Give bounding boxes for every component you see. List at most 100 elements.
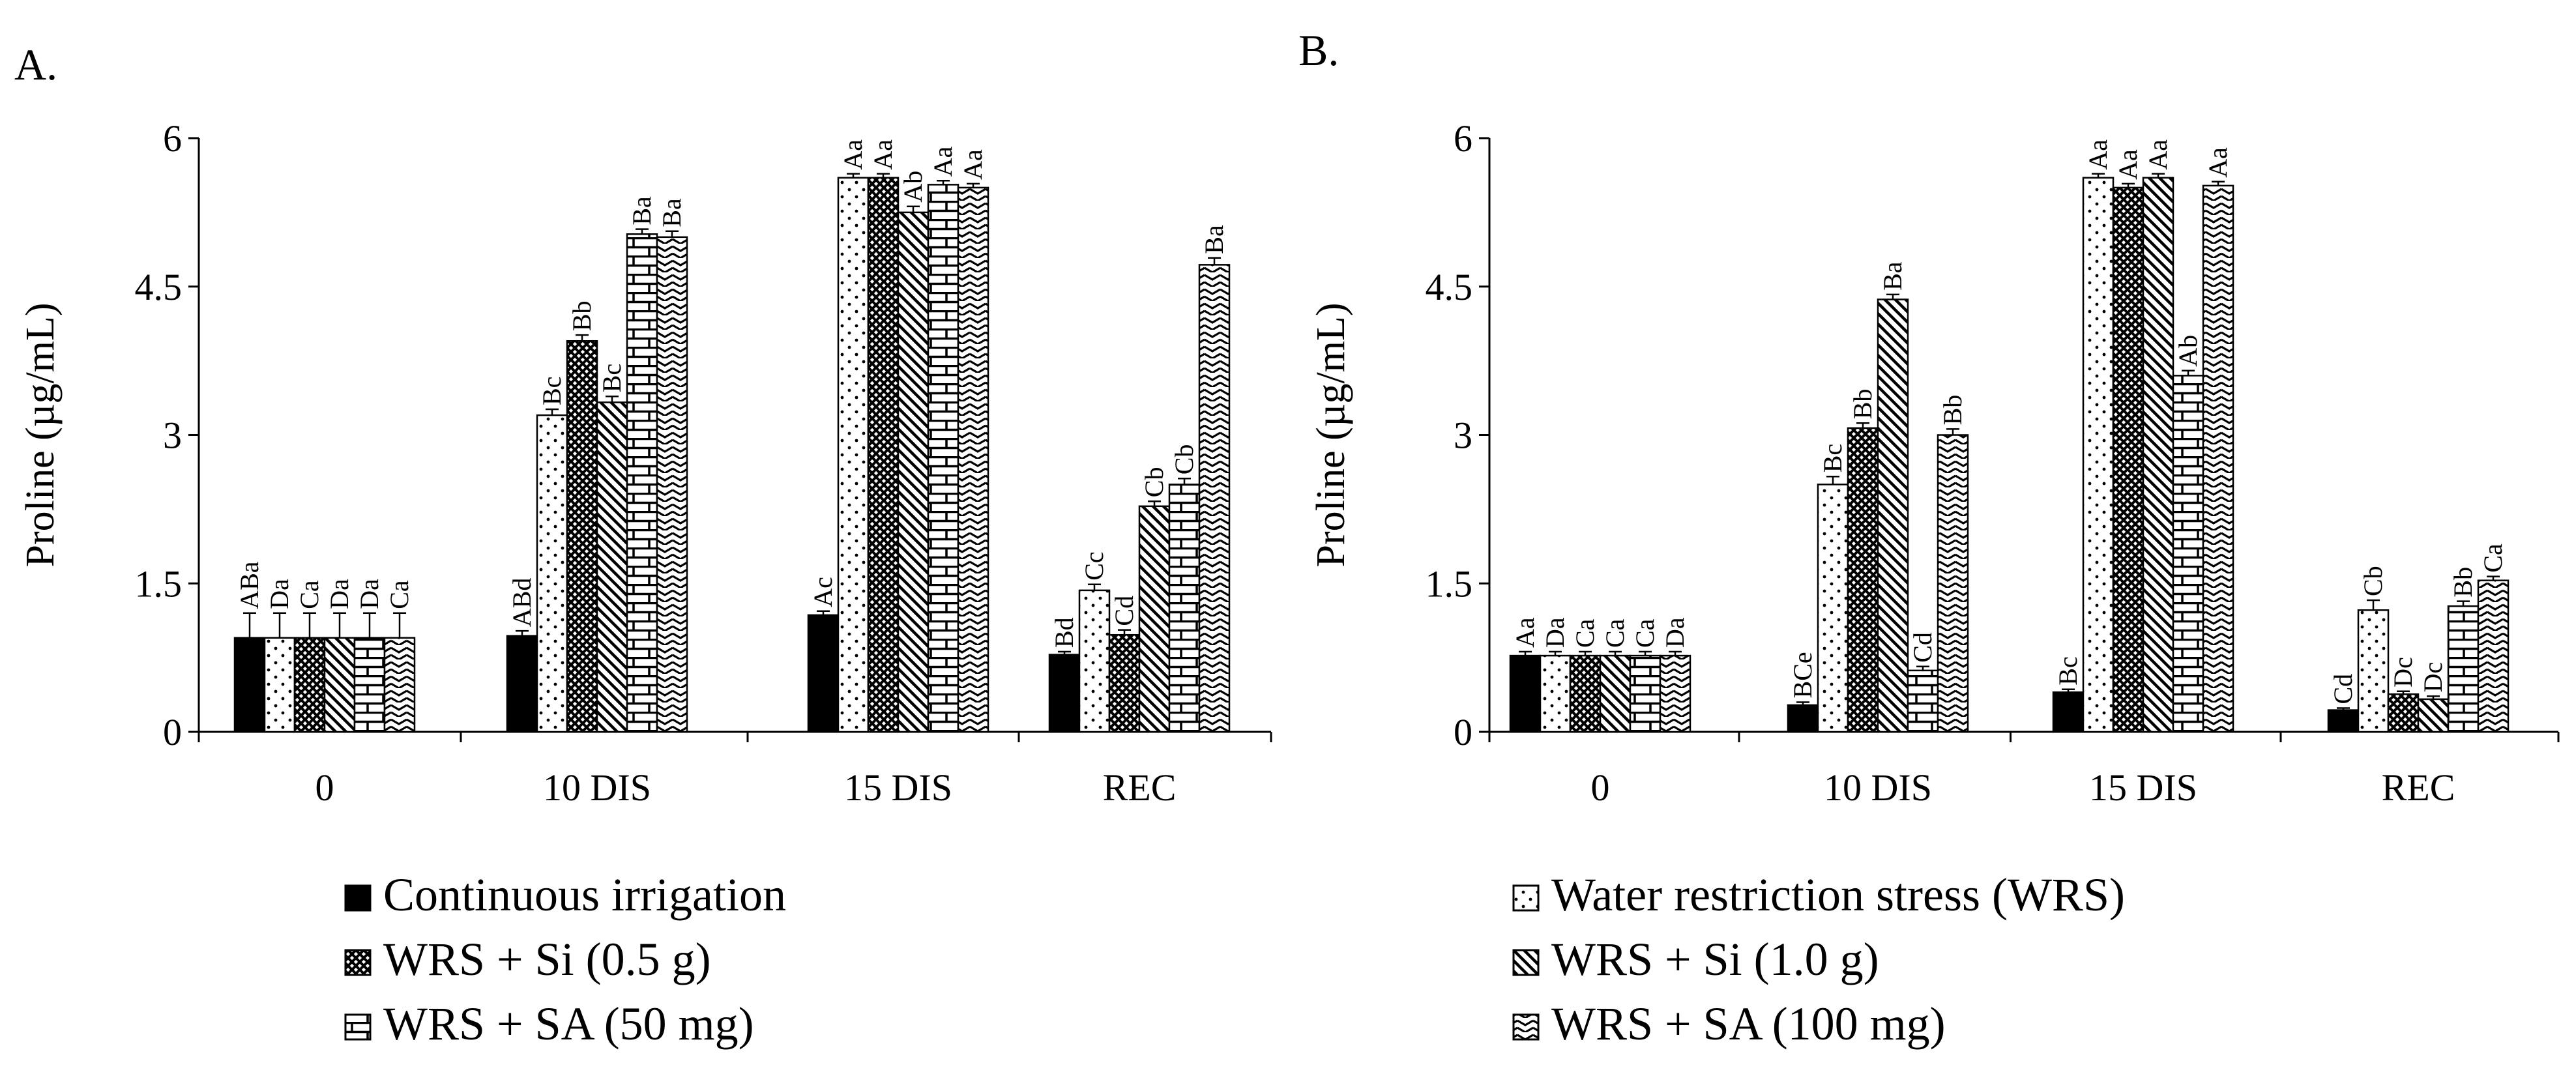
significance-label: Ba [657, 198, 686, 227]
significance-label: Aa [2203, 147, 2232, 178]
bar [293, 637, 326, 733]
y-tick-label: 1.5 [1426, 562, 1473, 605]
bar [2387, 693, 2420, 733]
bar [1108, 633, 1141, 733]
significance-label: Da [1660, 617, 1690, 648]
significance-label: Ca [295, 580, 324, 609]
legend-swatch [1512, 949, 1540, 976]
bar [1629, 654, 1661, 733]
significance-label: Ca [1600, 618, 1630, 648]
significance-label: Da [1540, 617, 1570, 648]
bar [2447, 605, 2480, 733]
significance-label: Bb [567, 300, 596, 331]
y-axis-label: Proline (µg/mL) [18, 303, 63, 568]
significance-label: Bb [1848, 389, 1877, 420]
bar [656, 236, 688, 733]
significance-label: Ba [1878, 261, 1907, 291]
bar [323, 637, 356, 733]
x-tick-label: 15 DIS [844, 766, 952, 809]
significance-label: Aa [2143, 139, 2173, 170]
bar [1877, 298, 1909, 733]
significance-label: Aa [838, 139, 868, 170]
significance-label: Aa [2083, 139, 2113, 170]
bar [1048, 654, 1081, 733]
bar [2202, 184, 2234, 733]
bar [2082, 177, 2115, 733]
legend-label: WRS + SA (50 mg) [383, 998, 754, 1050]
bar [2417, 698, 2450, 733]
y-axis-label: Proline (µg/mL) [1309, 303, 1353, 568]
significance-label: Bc [1818, 444, 1847, 472]
legend-swatch [344, 884, 372, 912]
significance-label: Ca [385, 580, 414, 609]
significance-label: Ca [1630, 618, 1660, 648]
significance-label: Bc [2053, 656, 2083, 685]
significance-label: Da [325, 579, 354, 609]
bar [837, 177, 870, 733]
significance-label: Aa [1510, 617, 1540, 648]
legend-label: Water restriction stress (WRS) [1551, 869, 2125, 921]
significance-label: Bb [1938, 395, 1967, 426]
panel-b: B. 0 1.5 3 4.5 6 Proline (µg/mL) 0 10 DIS 15 DIS R… [1298, 25, 2560, 809]
legend-swatch [1512, 1013, 1540, 1041]
bar [383, 637, 416, 733]
bar [897, 211, 929, 733]
significance-label: Aa [868, 139, 898, 170]
significance-label: Ac [808, 577, 838, 607]
bar [263, 637, 296, 733]
y-tick-label: 4.5 [1426, 266, 1473, 308]
significance-label: Ba [627, 196, 656, 225]
significance-label: Cb [2358, 566, 2388, 596]
significance-label: Cc [1079, 551, 1109, 580]
x-tick-label: REC [2382, 766, 2455, 809]
significance-label: ABd [507, 578, 536, 628]
y-tick-label: 4.5 [135, 266, 183, 308]
x-tick-label: 10 DIS [543, 766, 651, 809]
significance-label: ABa [235, 561, 264, 609]
significance-label: Bc [537, 377, 566, 405]
y-tick-label: 1.5 [135, 562, 183, 605]
bar [566, 340, 598, 733]
x-tick-label: 10 DIS [1824, 766, 1932, 809]
bar [1847, 427, 1879, 733]
legend-swatch [1512, 884, 1540, 912]
bar [2112, 186, 2144, 733]
significance-label: Bb [2448, 567, 2478, 598]
legend-swatch [344, 1013, 372, 1041]
significance-label: Da [265, 579, 294, 609]
bar [867, 177, 900, 733]
legend-label: WRS + Si (0.5 g) [383, 933, 711, 985]
panel-a: A. 0 1.5 3 4.5 6 Proline (µg/mL) 0 10 DIS 15 DIS R… [14, 40, 1272, 809]
significance-label: Cb [1139, 467, 1169, 498]
bar [2142, 177, 2174, 733]
significance-label: Aa [958, 149, 988, 180]
significance-label: Cd [2328, 674, 2358, 704]
bar [1138, 505, 1171, 733]
bar [2052, 691, 2085, 733]
bar [927, 184, 959, 733]
x-tick-label: 0 [1591, 766, 1610, 809]
bar [1198, 264, 1231, 733]
bar [807, 614, 840, 733]
significance-label: Aa [2113, 149, 2143, 180]
bar [1539, 654, 1572, 733]
bar [536, 414, 568, 733]
bar [1907, 669, 1939, 733]
significance-label: Dc [2418, 662, 2448, 693]
bar [506, 635, 538, 733]
significance-label: Ba [1199, 225, 1229, 254]
bar [1569, 654, 1602, 733]
significance-label: Da [355, 579, 384, 609]
bar [2172, 375, 2204, 733]
bar [353, 637, 386, 733]
x-tick-label: 0 [315, 766, 334, 809]
x-tick-label: 15 DIS [2089, 766, 2197, 809]
significance-label: Cb [1169, 444, 1199, 475]
bar [626, 233, 658, 733]
bar [1817, 484, 1849, 733]
bar [1787, 704, 1819, 733]
legend: Continuous irrigation WRS + Si (0.5 g) WRS… [344, 869, 2125, 1050]
significance-label: Bc [597, 364, 626, 392]
panel-letter: B. [1298, 25, 1339, 75]
bar [2357, 609, 2390, 733]
